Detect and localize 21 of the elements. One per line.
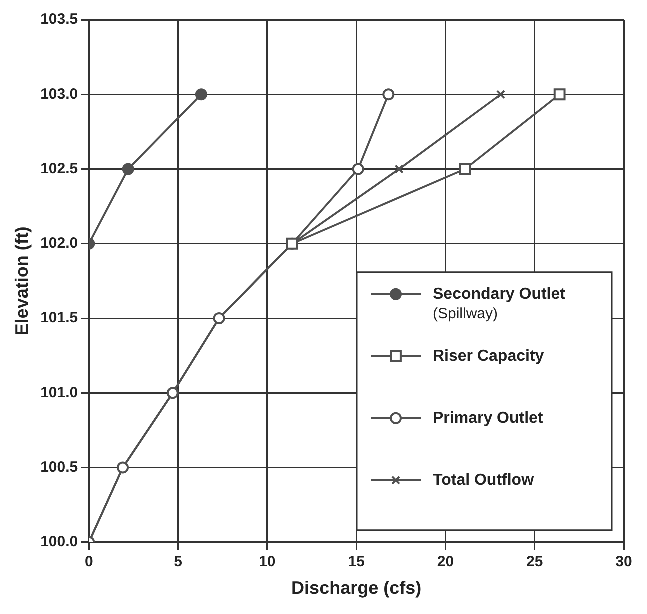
x-tick-label: 25: [526, 554, 544, 571]
legend-label: Secondary Outlet (Spillway): [433, 286, 566, 323]
y-tick-label: 100.5: [40, 458, 78, 476]
legend-label: Primary Outlet: [433, 410, 544, 427]
legend-label: Riser Capacity: [433, 348, 544, 365]
y-tick-label: 103.5: [40, 11, 78, 28]
x-tick-label: 20: [437, 554, 454, 571]
x-tick-label: 0: [84, 554, 94, 571]
y-tick-label: 102.5: [40, 160, 78, 178]
x-tick-label: 10: [259, 554, 276, 571]
x-tick-label: 30: [616, 554, 632, 571]
y-tick-label: 102.0: [40, 235, 78, 252]
legend-label: Total Outflow: [433, 472, 535, 489]
y-tick-label: 103.0: [40, 86, 78, 103]
y-tick-label: 101.5: [40, 310, 78, 327]
x-tick-label: 15: [348, 554, 365, 571]
x-tick-label: 5: [174, 554, 182, 571]
y-tick-label: 101.0: [40, 384, 78, 402]
y-tick-label: 100.0: [40, 534, 78, 551]
x-axis-title: Discharge (cfs): [292, 578, 422, 598]
y-axis-title: Elevation (ft): [12, 226, 32, 336]
